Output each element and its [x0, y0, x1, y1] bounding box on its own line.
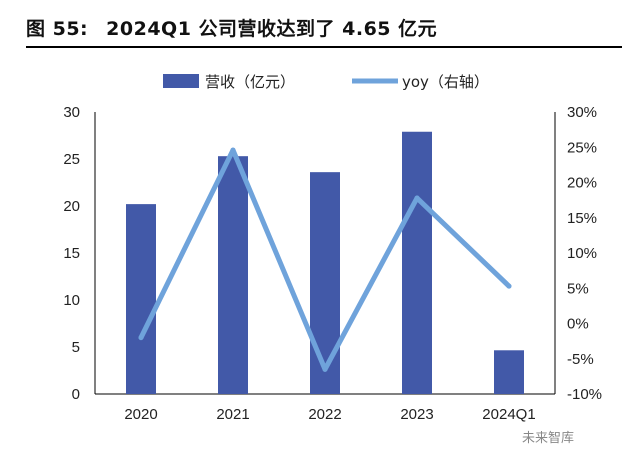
category-label: 2022 [308, 406, 341, 423]
category-label: 2023 [400, 406, 433, 423]
yoy-point [138, 335, 144, 341]
legend-label-revenue: 营收（亿元） [205, 73, 295, 91]
bar [402, 131, 432, 395]
right-tick-label: 5% [567, 280, 589, 297]
left-tick-label: 15 [63, 245, 80, 262]
left-tick-label: 30 [63, 104, 80, 121]
left-axis-ticks: 0 5 10 15 20 25 30 [63, 104, 80, 403]
yoy-point [414, 195, 420, 201]
bar [218, 156, 248, 394]
figure-label: 图 55: [26, 18, 89, 40]
bar [310, 172, 340, 394]
left-tick-label: 25 [63, 151, 80, 168]
left-tick-label: 20 [63, 198, 80, 215]
category-label: 2024Q1 [482, 406, 535, 423]
right-tick-label: 20% [567, 175, 597, 192]
legend: 营收（亿元） yoy（右轴） [163, 73, 489, 91]
chart-title: 图 55: 2024Q1 公司营收达到了 4.65 亿元 [26, 14, 437, 41]
right-axis-ticks: -10% -5% 0% 5% 10% 15% 20% 25% 30% [567, 104, 602, 403]
left-tick-label: 10 [63, 292, 80, 309]
right-tick-label: 30% [567, 104, 597, 121]
bar [126, 204, 156, 394]
left-tick-label: 5 [72, 339, 80, 356]
right-tick-label: -5% [567, 351, 594, 368]
bar-series [126, 131, 524, 395]
line-series [138, 147, 512, 372]
right-tick-label: 25% [567, 139, 597, 156]
bar [494, 350, 524, 394]
yoy-point [322, 366, 328, 372]
category-label: 2021 [216, 406, 249, 423]
legend-swatch-revenue [163, 74, 199, 88]
right-tick-label: -10% [567, 386, 602, 403]
left-tick-label: 0 [72, 386, 80, 403]
category-label: 2020 [124, 406, 157, 423]
category-labels: 2020 2021 2022 2023 2024Q1 [124, 406, 535, 423]
right-tick-label: 15% [567, 210, 597, 227]
watermark: 未来智库 [522, 430, 574, 446]
yoy-point [506, 283, 512, 289]
title-rule [26, 46, 622, 48]
right-tick-label: 0% [567, 316, 589, 333]
legend-label-yoy: yoy（右轴） [402, 73, 489, 91]
right-tick-label: 10% [567, 245, 597, 262]
figure-title: 2024Q1 公司营收达到了 4.65 亿元 [106, 18, 438, 40]
yoy-point [230, 147, 236, 153]
